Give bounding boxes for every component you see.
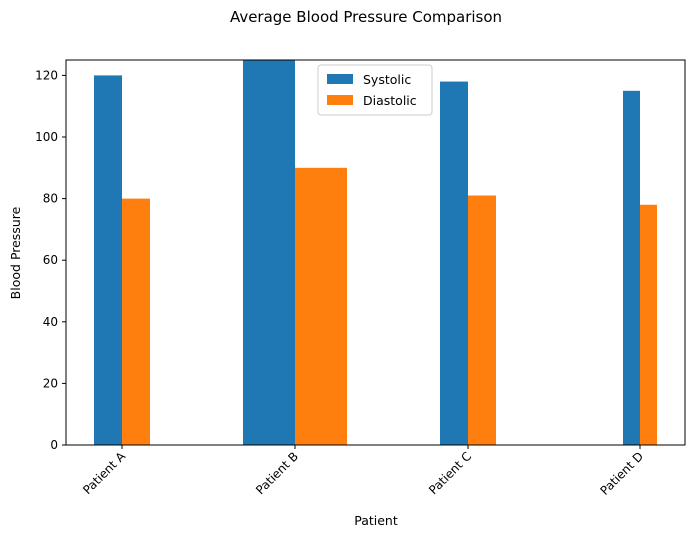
x-tick-label: Patient B — [253, 449, 301, 497]
legend-swatch-diastolic — [327, 95, 353, 105]
x-tick-label: Patient D — [597, 449, 646, 498]
bar-systolic-patient-a — [94, 75, 122, 446]
legend-label-systolic: Systolic — [363, 72, 411, 87]
bar-diastolic-patient-b — [295, 167, 347, 446]
x-tick-label: Patient C — [426, 449, 474, 497]
bars-layer — [94, 60, 657, 446]
y-tick-label: 80 — [43, 192, 58, 206]
x-axis-label: Patient — [354, 513, 398, 528]
bar-diastolic-patient-d — [640, 204, 657, 445]
x-tick-label: Patient A — [80, 449, 129, 498]
y-tick-label: 120 — [35, 68, 58, 82]
bar-diastolic-patient-a — [122, 198, 150, 445]
y-tick-label: 100 — [35, 130, 58, 144]
y-tick-label: 40 — [43, 315, 58, 329]
bar-systolic-patient-d — [623, 90, 640, 446]
x-axis: Patient A Patient B Patient C Patient D — [80, 445, 646, 498]
legend: Systolic Diastolic — [317, 64, 433, 116]
bar-diastolic-patient-c — [468, 195, 496, 445]
legend-label-diastolic: Diastolic — [363, 93, 417, 108]
y-axis-label: Blood Pressure — [8, 206, 23, 299]
legend-swatch-systolic — [327, 74, 353, 84]
chart-title: Average Blood Pressure Comparison — [230, 8, 502, 26]
y-tick-label: 0 — [50, 438, 58, 452]
plot-frame — [65, 59, 686, 446]
bar-systolic-patient-b — [243, 60, 295, 445]
y-tick-label: 20 — [43, 376, 58, 390]
y-tick-label: 60 — [43, 253, 58, 267]
bar-systolic-patient-c — [440, 81, 468, 445]
y-axis: 0 20 40 60 80 100 120 — [35, 68, 66, 452]
